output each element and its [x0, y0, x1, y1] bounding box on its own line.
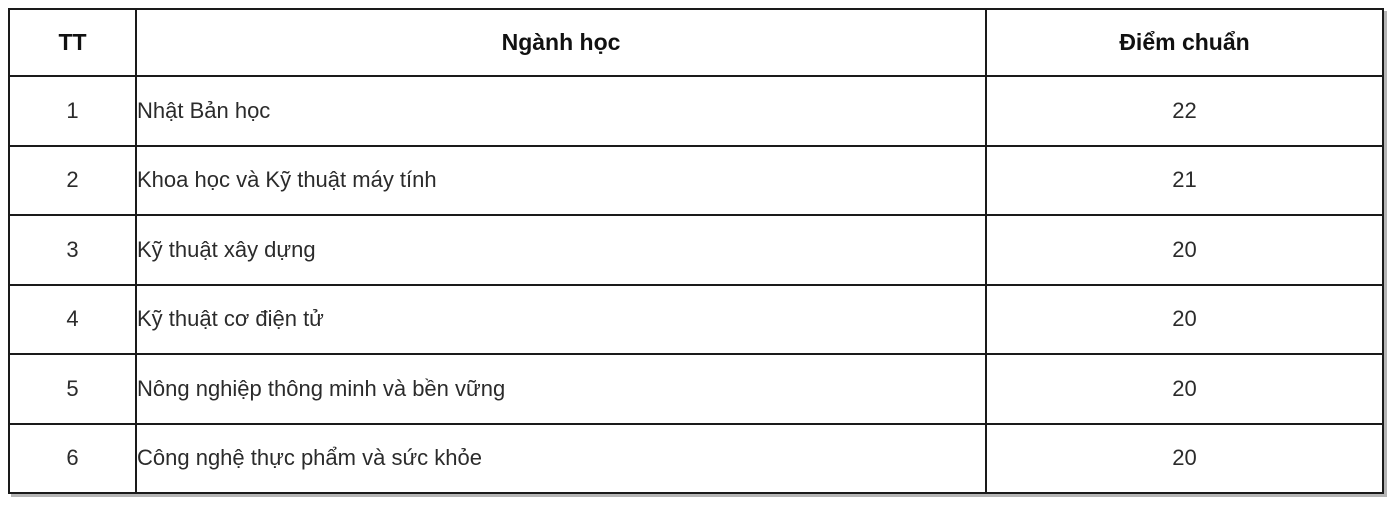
major-name-cell: Khoa học và Kỹ thuật máy tính: [135, 144, 987, 216]
row-number-cell: 5: [8, 353, 137, 425]
major-name-cell: Nhật Bản học: [135, 75, 987, 147]
row-number-cell: 2: [8, 144, 137, 216]
table-header: TT Ngành học Điểm chuẩn: [8, 8, 1384, 77]
row-number-cell: 6: [8, 422, 137, 494]
score-cell: 20: [985, 214, 1384, 286]
admission-scores-table: TT Ngành học Điểm chuẩn 1 Nhật Bản học 22 2…: [8, 8, 1384, 494]
score-cell: 20: [985, 353, 1384, 425]
major-name-cell: Nông nghiệp thông minh và bền vững: [135, 353, 987, 425]
table-row: 5 Nông nghiệp thông minh và bền vững 20: [8, 353, 1384, 425]
major-name-cell: Công nghệ thực phẩm và sức khỏe: [135, 422, 987, 494]
major-name-cell: Kỹ thuật cơ điện tử: [135, 283, 987, 355]
score-cell: 21: [985, 144, 1384, 216]
table-row: 1 Nhật Bản học 22: [8, 75, 1384, 147]
row-number-cell: 1: [8, 75, 137, 147]
header-cell-major: Ngành học: [135, 8, 987, 77]
header-cell-score: Điểm chuẩn: [985, 8, 1384, 77]
score-cell: 20: [985, 422, 1384, 494]
score-cell: 22: [985, 75, 1384, 147]
table-row: 3 Kỹ thuật xây dựng 20: [8, 214, 1384, 286]
row-number-cell: 4: [8, 283, 137, 355]
table-row: 4 Kỹ thuật cơ điện tử 20: [8, 283, 1384, 355]
score-cell: 20: [985, 283, 1384, 355]
major-name-cell: Kỹ thuật xây dựng: [135, 214, 987, 286]
table-body: 1 Nhật Bản học 22 2 Khoa học và Kỹ thuật máy…: [8, 75, 1384, 494]
header-row: TT Ngành học Điểm chuẩn: [8, 8, 1384, 77]
table-row: 6 Công nghệ thực phẩm và sức khỏe 20: [8, 422, 1384, 494]
header-cell-tt: TT: [8, 8, 137, 77]
table-row: 2 Khoa học và Kỹ thuật máy tính 21: [8, 144, 1384, 216]
row-number-cell: 3: [8, 214, 137, 286]
